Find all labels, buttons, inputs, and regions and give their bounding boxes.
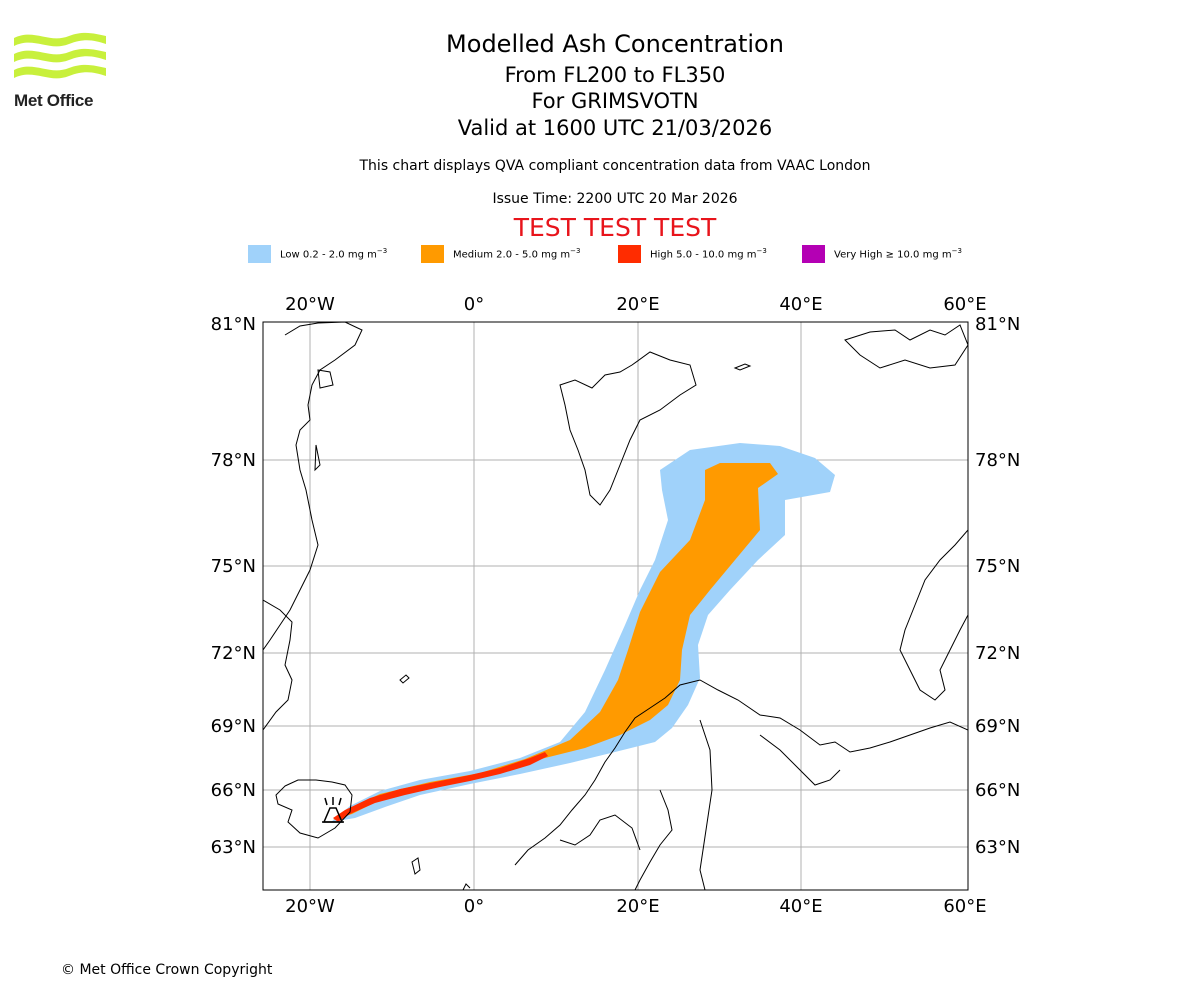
test-banner: TEST TEST TEST xyxy=(513,213,717,242)
legend-label-high: High 5.0 - 10.0 mg m xyxy=(650,249,757,261)
ash-medium-region xyxy=(333,463,778,820)
legend-swatch-very-high xyxy=(802,245,825,263)
lat-tick-right: 72°N xyxy=(975,643,1020,664)
lon-tick-top: 0° xyxy=(464,294,484,315)
lat-tick-left: 81°N xyxy=(211,314,256,335)
lat-tick-right: 63°N xyxy=(975,837,1020,858)
lon-tick-bottom: 40°E xyxy=(779,896,822,917)
legend-item-very-high: Very High ≥ 10.0 mg m−3 xyxy=(802,244,962,264)
lon-tick-bottom: 20°E xyxy=(616,896,659,917)
volcano-name: For GRIMSVOTN xyxy=(531,89,699,113)
lon-tick-top: 20°E xyxy=(616,294,659,315)
compliance-note: This chart displays QVA compliant concen… xyxy=(359,158,871,174)
ash-low-region xyxy=(331,443,835,822)
novaya-zemlya-coast xyxy=(899,529,968,701)
issue-time: Issue Time: 2200 UTC 20 Mar 2026 xyxy=(492,191,738,207)
lon-tick-bottom: 20°W xyxy=(285,896,335,917)
legend-label-low: Low 0.2 - 2.0 mg m xyxy=(280,249,377,261)
legend-swatch-high xyxy=(618,245,641,263)
lon-labels-top: 20°W 0° 20°E 40°E 60°E xyxy=(285,294,986,315)
lat-tick-right: 81°N xyxy=(975,314,1020,335)
lon-tick-bottom: 0° xyxy=(464,896,484,917)
lat-tick-right: 69°N xyxy=(975,716,1020,737)
svalbard-coast xyxy=(559,351,697,506)
lon-tick-top: 60°E xyxy=(943,294,986,315)
legend-item-high: High 5.0 - 10.0 mg m−3 xyxy=(618,244,767,264)
map-frame xyxy=(262,321,969,891)
franz-josef-coast xyxy=(844,324,968,369)
lon-tick-top: 20°W xyxy=(285,294,335,315)
coastlines xyxy=(263,322,968,890)
lat-tick-left: 72°N xyxy=(211,643,256,664)
chart-title: Modelled Ash Concentration xyxy=(446,30,784,58)
flight-level-range: From FL200 to FL350 xyxy=(504,63,726,87)
lat-labels-right: 81°N 78°N 75°N 72°N 69°N 66°N 63°N xyxy=(975,314,1020,858)
volcano-icon xyxy=(322,797,344,823)
legend-label-very-high: Very High ≥ 10.0 mg m xyxy=(834,249,952,261)
lat-tick-left: 78°N xyxy=(211,450,256,471)
lat-tick-left: 63°N xyxy=(211,837,256,858)
legend-label-medium: Medium 2.0 - 5.0 mg m xyxy=(453,249,571,261)
lat-labels-left: 81°N 78°N 75°N 72°N 69°N 66°N 63°N xyxy=(211,314,256,858)
greenland-coast xyxy=(263,322,363,651)
legend-swatch-low xyxy=(248,245,271,263)
lon-labels-bottom: 20°W 0° 20°E 40°E 60°E xyxy=(285,896,986,917)
lat-tick-right: 75°N xyxy=(975,556,1020,577)
lat-tick-left: 69°N xyxy=(211,716,256,737)
lon-tick-top: 40°E xyxy=(779,294,822,315)
legend-item-low: Low 0.2 - 2.0 mg m−3 xyxy=(248,244,387,264)
legend-swatch-medium xyxy=(421,245,444,263)
lat-tick-right: 66°N xyxy=(975,780,1020,801)
copyright-notice: © Met Office Crown Copyright xyxy=(61,962,273,978)
lon-tick-bottom: 60°E xyxy=(943,896,986,917)
met-office-brand: Met Office xyxy=(14,91,94,110)
met-office-waves-icon xyxy=(14,32,106,79)
legend-item-medium: Medium 2.0 - 5.0 mg m−3 xyxy=(421,244,580,264)
scandinavia-coast xyxy=(514,679,968,866)
map-plot-area xyxy=(263,322,968,890)
concentration-legend: Low 0.2 - 2.0 mg m−3 Medium 2.0 - 5.0 mg… xyxy=(248,244,1008,264)
iceland-coast xyxy=(275,779,353,839)
valid-time: Valid at 1600 UTC 21/03/2026 xyxy=(457,116,773,140)
lat-tick-left: 66°N xyxy=(211,780,256,801)
lat-tick-left: 75°N xyxy=(211,556,256,577)
lat-tick-right: 78°N xyxy=(975,450,1020,471)
ash-high-region xyxy=(333,752,548,822)
met-office-logo: Met Office xyxy=(14,30,109,112)
